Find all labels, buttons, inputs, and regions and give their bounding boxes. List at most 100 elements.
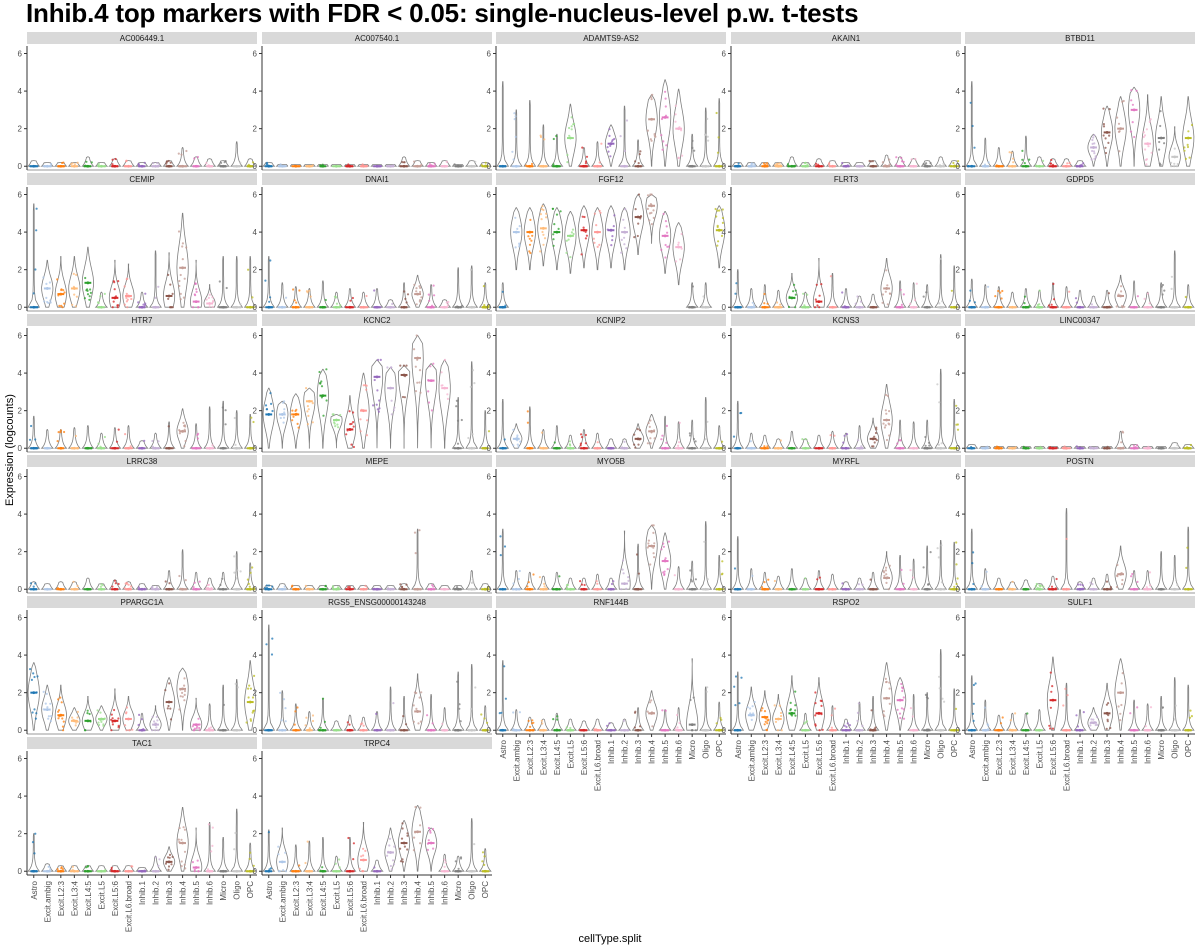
y-tick-label: 2	[487, 407, 492, 416]
violin	[27, 160, 41, 167]
median-point	[1186, 587, 1190, 591]
data-point	[552, 137, 555, 141]
violin	[424, 363, 438, 449]
median-point	[983, 446, 987, 450]
data-point	[1129, 130, 1133, 133]
median-point	[402, 164, 406, 168]
data-point	[882, 570, 885, 573]
data-point	[886, 303, 889, 306]
data-point	[929, 162, 932, 165]
median-point	[32, 446, 36, 450]
violin	[370, 288, 384, 308]
median-point	[113, 446, 117, 450]
data-point	[885, 412, 888, 415]
median-point	[86, 587, 90, 591]
data-point	[49, 702, 52, 705]
violin	[839, 432, 853, 449]
data-point	[902, 293, 905, 296]
median-point	[113, 587, 117, 591]
data-point	[1169, 306, 1172, 309]
median-point	[45, 164, 49, 168]
data-point	[884, 393, 888, 397]
facet-strip-label: LINC00347	[1060, 316, 1101, 325]
data-point	[412, 720, 415, 723]
data-point	[415, 290, 418, 293]
median-point	[970, 446, 974, 450]
median-point	[154, 723, 157, 727]
data-point	[552, 244, 555, 247]
median-point	[72, 164, 76, 168]
data-point	[179, 298, 182, 301]
data-point	[1092, 150, 1096, 153]
median-point	[528, 446, 532, 450]
data-point	[32, 585, 35, 588]
median-point	[596, 164, 599, 168]
data-point	[721, 221, 725, 224]
median-point	[1024, 164, 1028, 168]
data-point	[579, 580, 582, 583]
data-point	[88, 712, 91, 716]
median-point	[335, 587, 338, 591]
violin	[550, 207, 563, 271]
data-point	[308, 289, 311, 292]
data-point	[185, 246, 188, 249]
y-tick-label: 4	[722, 228, 727, 237]
data-point	[433, 294, 436, 297]
data-point	[406, 293, 410, 296]
data-point	[679, 258, 682, 261]
data-point	[164, 689, 167, 692]
x-tick-label: Inhib.5	[661, 739, 670, 764]
data-point	[608, 128, 611, 131]
data-point	[955, 541, 958, 544]
data-point	[412, 704, 415, 707]
median-point	[1078, 446, 1082, 450]
data-point	[681, 154, 684, 157]
y-tick-label: 2	[18, 125, 23, 134]
facet-strip-label: CEMIP	[129, 175, 154, 184]
data-point	[1102, 134, 1105, 137]
violin	[1168, 126, 1181, 167]
data-point	[593, 212, 597, 215]
median-point	[650, 544, 653, 548]
data-point	[236, 569, 239, 572]
data-point	[950, 289, 954, 292]
data-point	[335, 302, 339, 305]
data-point	[638, 153, 641, 156]
facet-strip-label: GDPD5	[1066, 175, 1094, 184]
y-tick-label: 6	[18, 614, 23, 623]
data-point	[441, 722, 444, 725]
x-tick-label: Excit.L4:5	[553, 739, 562, 775]
data-point	[625, 119, 629, 122]
violin	[230, 256, 244, 308]
data-point	[127, 583, 130, 586]
violin	[451, 671, 465, 731]
data-point	[1050, 303, 1053, 306]
y-tick-label: 0	[18, 303, 23, 312]
data-point	[634, 446, 637, 449]
data-point	[196, 155, 199, 159]
data-point	[902, 582, 905, 585]
data-point	[349, 299, 352, 302]
data-point	[474, 160, 477, 163]
violin	[965, 278, 979, 308]
violin	[162, 570, 176, 590]
violin	[1100, 289, 1114, 308]
median-point	[501, 305, 505, 309]
violin	[758, 571, 772, 590]
data-point	[352, 445, 355, 449]
facet-strip-label: FGF12	[599, 175, 624, 184]
data-point	[1116, 575, 1119, 578]
data-point	[1176, 583, 1179, 587]
data-point	[28, 438, 32, 441]
data-point	[773, 579, 777, 583]
median-point	[1051, 446, 1055, 450]
facet-strip-label: ADAMTS9-AS2	[583, 34, 639, 43]
median-point	[280, 164, 284, 168]
data-point	[233, 416, 236, 420]
data-point	[97, 162, 100, 166]
data-point	[956, 428, 960, 431]
data-point	[152, 162, 155, 165]
median-point	[817, 300, 821, 304]
data-point	[737, 162, 740, 165]
median-point	[389, 305, 392, 309]
